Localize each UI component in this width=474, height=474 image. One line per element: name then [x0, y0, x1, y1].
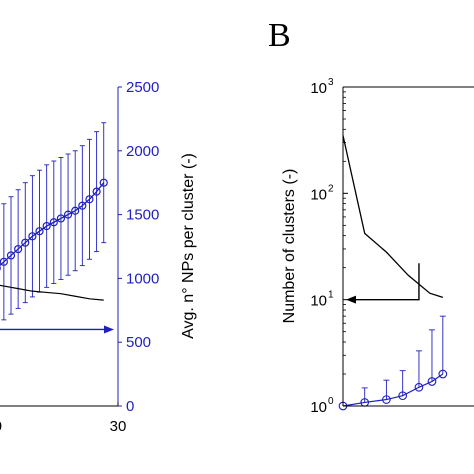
- data-point: [398, 391, 408, 401]
- data-point: [6, 251, 16, 260]
- y-tick-label: 10: [310, 80, 327, 97]
- x-tick-label: 0: [0, 418, 2, 435]
- right-y-tick-label: 2000: [126, 143, 159, 160]
- data-point: [92, 187, 101, 196]
- panel-label-b: B: [268, 17, 291, 54]
- data-point: [414, 382, 424, 392]
- y-tick-exponent: 0: [328, 396, 334, 407]
- y-tick-label: 10: [310, 293, 327, 310]
- series-lines-group: [342, 135, 444, 407]
- chart-panel-a: 1030005001000150020002500 Avg. n° NPs pe…: [0, 79, 197, 435]
- series-lines-group: [0, 182, 105, 301]
- blue-series-line: [0, 182, 105, 267]
- right-y-tick-label: 500: [126, 334, 151, 351]
- data-point: [63, 210, 73, 219]
- axis-arrow-head: [346, 295, 356, 304]
- data-point: [99, 178, 108, 187]
- right-y-tick-label: 1000: [126, 270, 159, 287]
- axes-group: 1030005001000150020002500: [0, 79, 159, 435]
- y-tick-exponent: 1: [328, 290, 334, 301]
- error-bars-group: [361, 315, 446, 403]
- axis-arrow-head: [104, 325, 114, 334]
- right-axis-label: Avg. n° NPs per cluster (-): [180, 153, 197, 339]
- data-point: [21, 238, 30, 247]
- data-point: [427, 377, 437, 386]
- data-point: [42, 221, 51, 231]
- data-point: [0, 257, 8, 266]
- data-point: [49, 218, 58, 227]
- y-tick-exponent: 2: [328, 183, 334, 194]
- data-point: [382, 395, 391, 404]
- data-point: [71, 206, 80, 215]
- y-tick-label: 10: [310, 186, 327, 203]
- data-point: [56, 214, 66, 223]
- axis-arrow: [0, 328, 106, 331]
- right-y-tick-label: 2500: [126, 79, 159, 96]
- x-tick-label: 30: [110, 418, 127, 435]
- data-point: [85, 195, 94, 204]
- blue-series-line: [342, 373, 444, 407]
- data-point: [438, 369, 448, 379]
- data-point: [78, 201, 87, 210]
- right-y-tick-label: 0: [126, 398, 134, 415]
- y-tick-label: 10: [310, 399, 327, 416]
- axis-arrow: [355, 263, 420, 301]
- data-point: [35, 227, 44, 236]
- black-series-line: [0, 284, 104, 301]
- markers-group: [0, 178, 108, 271]
- data-point: [14, 244, 23, 254]
- right-y-tick-label: 1500: [126, 207, 159, 224]
- data-point: [28, 232, 37, 241]
- y-tick-exponent: 3: [328, 77, 334, 88]
- y-axis-label: Number of clusters (-): [281, 169, 298, 324]
- black-series-line: [342, 135, 444, 299]
